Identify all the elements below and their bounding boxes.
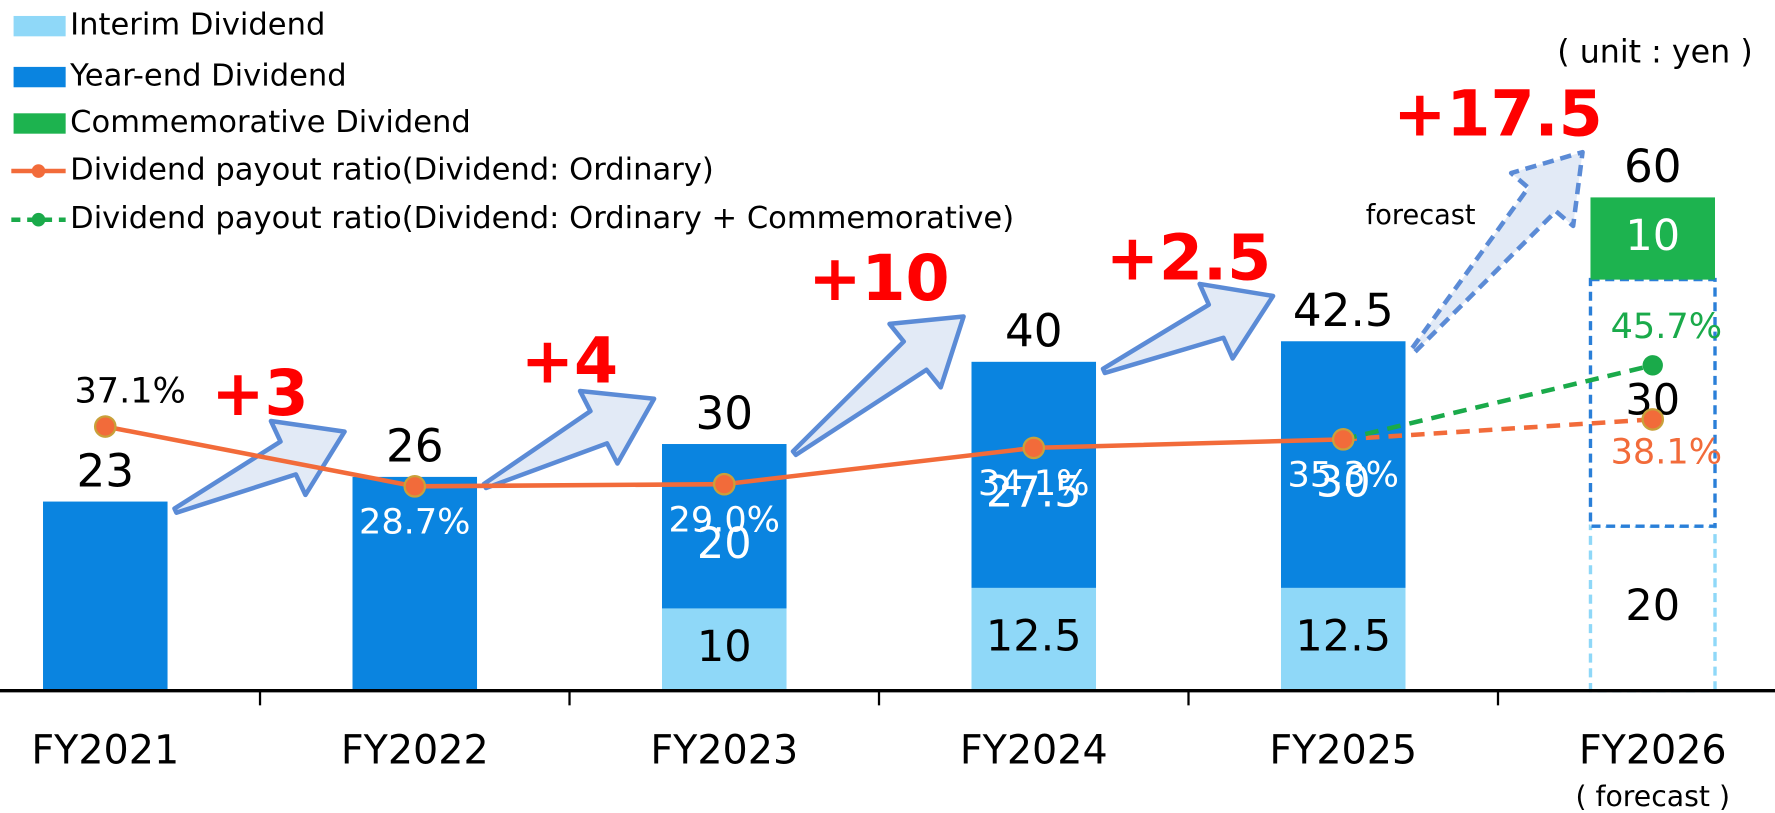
bar-segment xyxy=(43,501,168,691)
legend-label: Commemorative Dividend xyxy=(70,105,471,140)
segment-label: 12.5 xyxy=(986,612,1082,662)
segment-label: 12.5 xyxy=(1295,612,1391,662)
legend-marker xyxy=(31,212,46,227)
ratio-label: 35.3% xyxy=(1288,455,1399,496)
increment-arrow xyxy=(172,418,347,515)
segment-label: 27.5 xyxy=(986,468,1082,518)
ratio-line xyxy=(1342,363,1654,442)
bar-segment xyxy=(1280,587,1406,691)
ratio-label: 29.0% xyxy=(669,500,780,541)
legend-marker xyxy=(31,164,46,178)
x-tick-label: FY2026 xyxy=(1579,727,1727,773)
x-tick-label: FY2021 xyxy=(31,727,179,773)
increment-label: +3 xyxy=(211,356,308,430)
forecast-note: forecast xyxy=(1366,200,1476,231)
segment-label: 10 xyxy=(1625,211,1680,261)
increment-arrow xyxy=(1100,281,1276,376)
bar-segment xyxy=(1280,341,1406,588)
total-label: 42.5 xyxy=(1293,284,1394,337)
legend-swatch xyxy=(13,15,66,37)
total-label: 60 xyxy=(1624,140,1682,193)
ratio-marker xyxy=(93,415,117,438)
ratio-label: 34.1% xyxy=(978,463,1089,504)
legend-swatch xyxy=(13,113,66,134)
ratio-line xyxy=(1343,417,1653,442)
increment-label: +10 xyxy=(808,241,949,315)
increment-arrow xyxy=(790,314,966,458)
unit-label: ( unit : yen ) xyxy=(1557,34,1752,70)
increment-label: +4 xyxy=(521,323,618,397)
bar-segment xyxy=(352,476,478,691)
increment-arrow xyxy=(481,388,657,491)
legend-label: Year-end Dividend xyxy=(69,59,347,94)
legend-label: Dividend payout ratio(Dividend: Ordinary… xyxy=(70,153,714,188)
ratio-label: 38.1% xyxy=(1611,431,1722,472)
total-label: 26 xyxy=(386,420,444,473)
category-note: ( forecast ) xyxy=(1575,780,1730,813)
increment-arrow xyxy=(1409,149,1585,355)
segment-label: 10 xyxy=(697,622,752,672)
increment-label: +17.5 xyxy=(1393,77,1602,151)
ratio-marker xyxy=(1331,428,1355,451)
segment-label: 20 xyxy=(1625,581,1680,631)
x-tick-label: FY2023 xyxy=(650,727,798,773)
ratio-marker xyxy=(1022,436,1046,460)
bar-segment xyxy=(1590,197,1716,280)
ratio-label: 45.7% xyxy=(1611,306,1722,347)
total-label: 30 xyxy=(695,387,753,440)
legend-label: Interim Dividend xyxy=(70,8,325,43)
x-tick-label: FY2024 xyxy=(960,727,1108,773)
segment-label: 20 xyxy=(697,519,752,569)
total-label: 40 xyxy=(1005,305,1063,358)
ratio-marker xyxy=(712,472,736,496)
bar-segment xyxy=(662,608,787,691)
ratio-marker xyxy=(1641,408,1665,431)
legend-swatch xyxy=(13,66,66,88)
total-label: 23 xyxy=(76,444,134,497)
ratio-marker xyxy=(403,475,427,498)
x-tick-label: FY2022 xyxy=(341,727,489,773)
bar-segment xyxy=(1588,277,1717,528)
ratio-label: 28.7% xyxy=(359,502,470,543)
x-tick-label: FY2025 xyxy=(1269,727,1417,773)
bar-segment xyxy=(971,587,1097,691)
ratio-label: 37.1% xyxy=(74,371,185,412)
legend-label: Dividend payout ratio(Dividend: Ordinary… xyxy=(70,201,1014,236)
segment-label: 30 xyxy=(1316,457,1371,507)
bar-segment xyxy=(662,444,787,609)
bar-segment xyxy=(971,361,1097,588)
increment-label: +2.5 xyxy=(1106,221,1271,295)
ratio-marker xyxy=(1642,355,1663,376)
